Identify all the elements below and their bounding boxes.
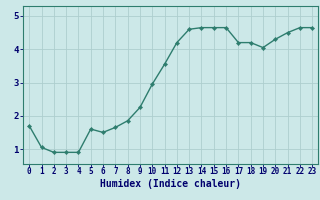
X-axis label: Humidex (Indice chaleur): Humidex (Indice chaleur) [100,179,241,189]
